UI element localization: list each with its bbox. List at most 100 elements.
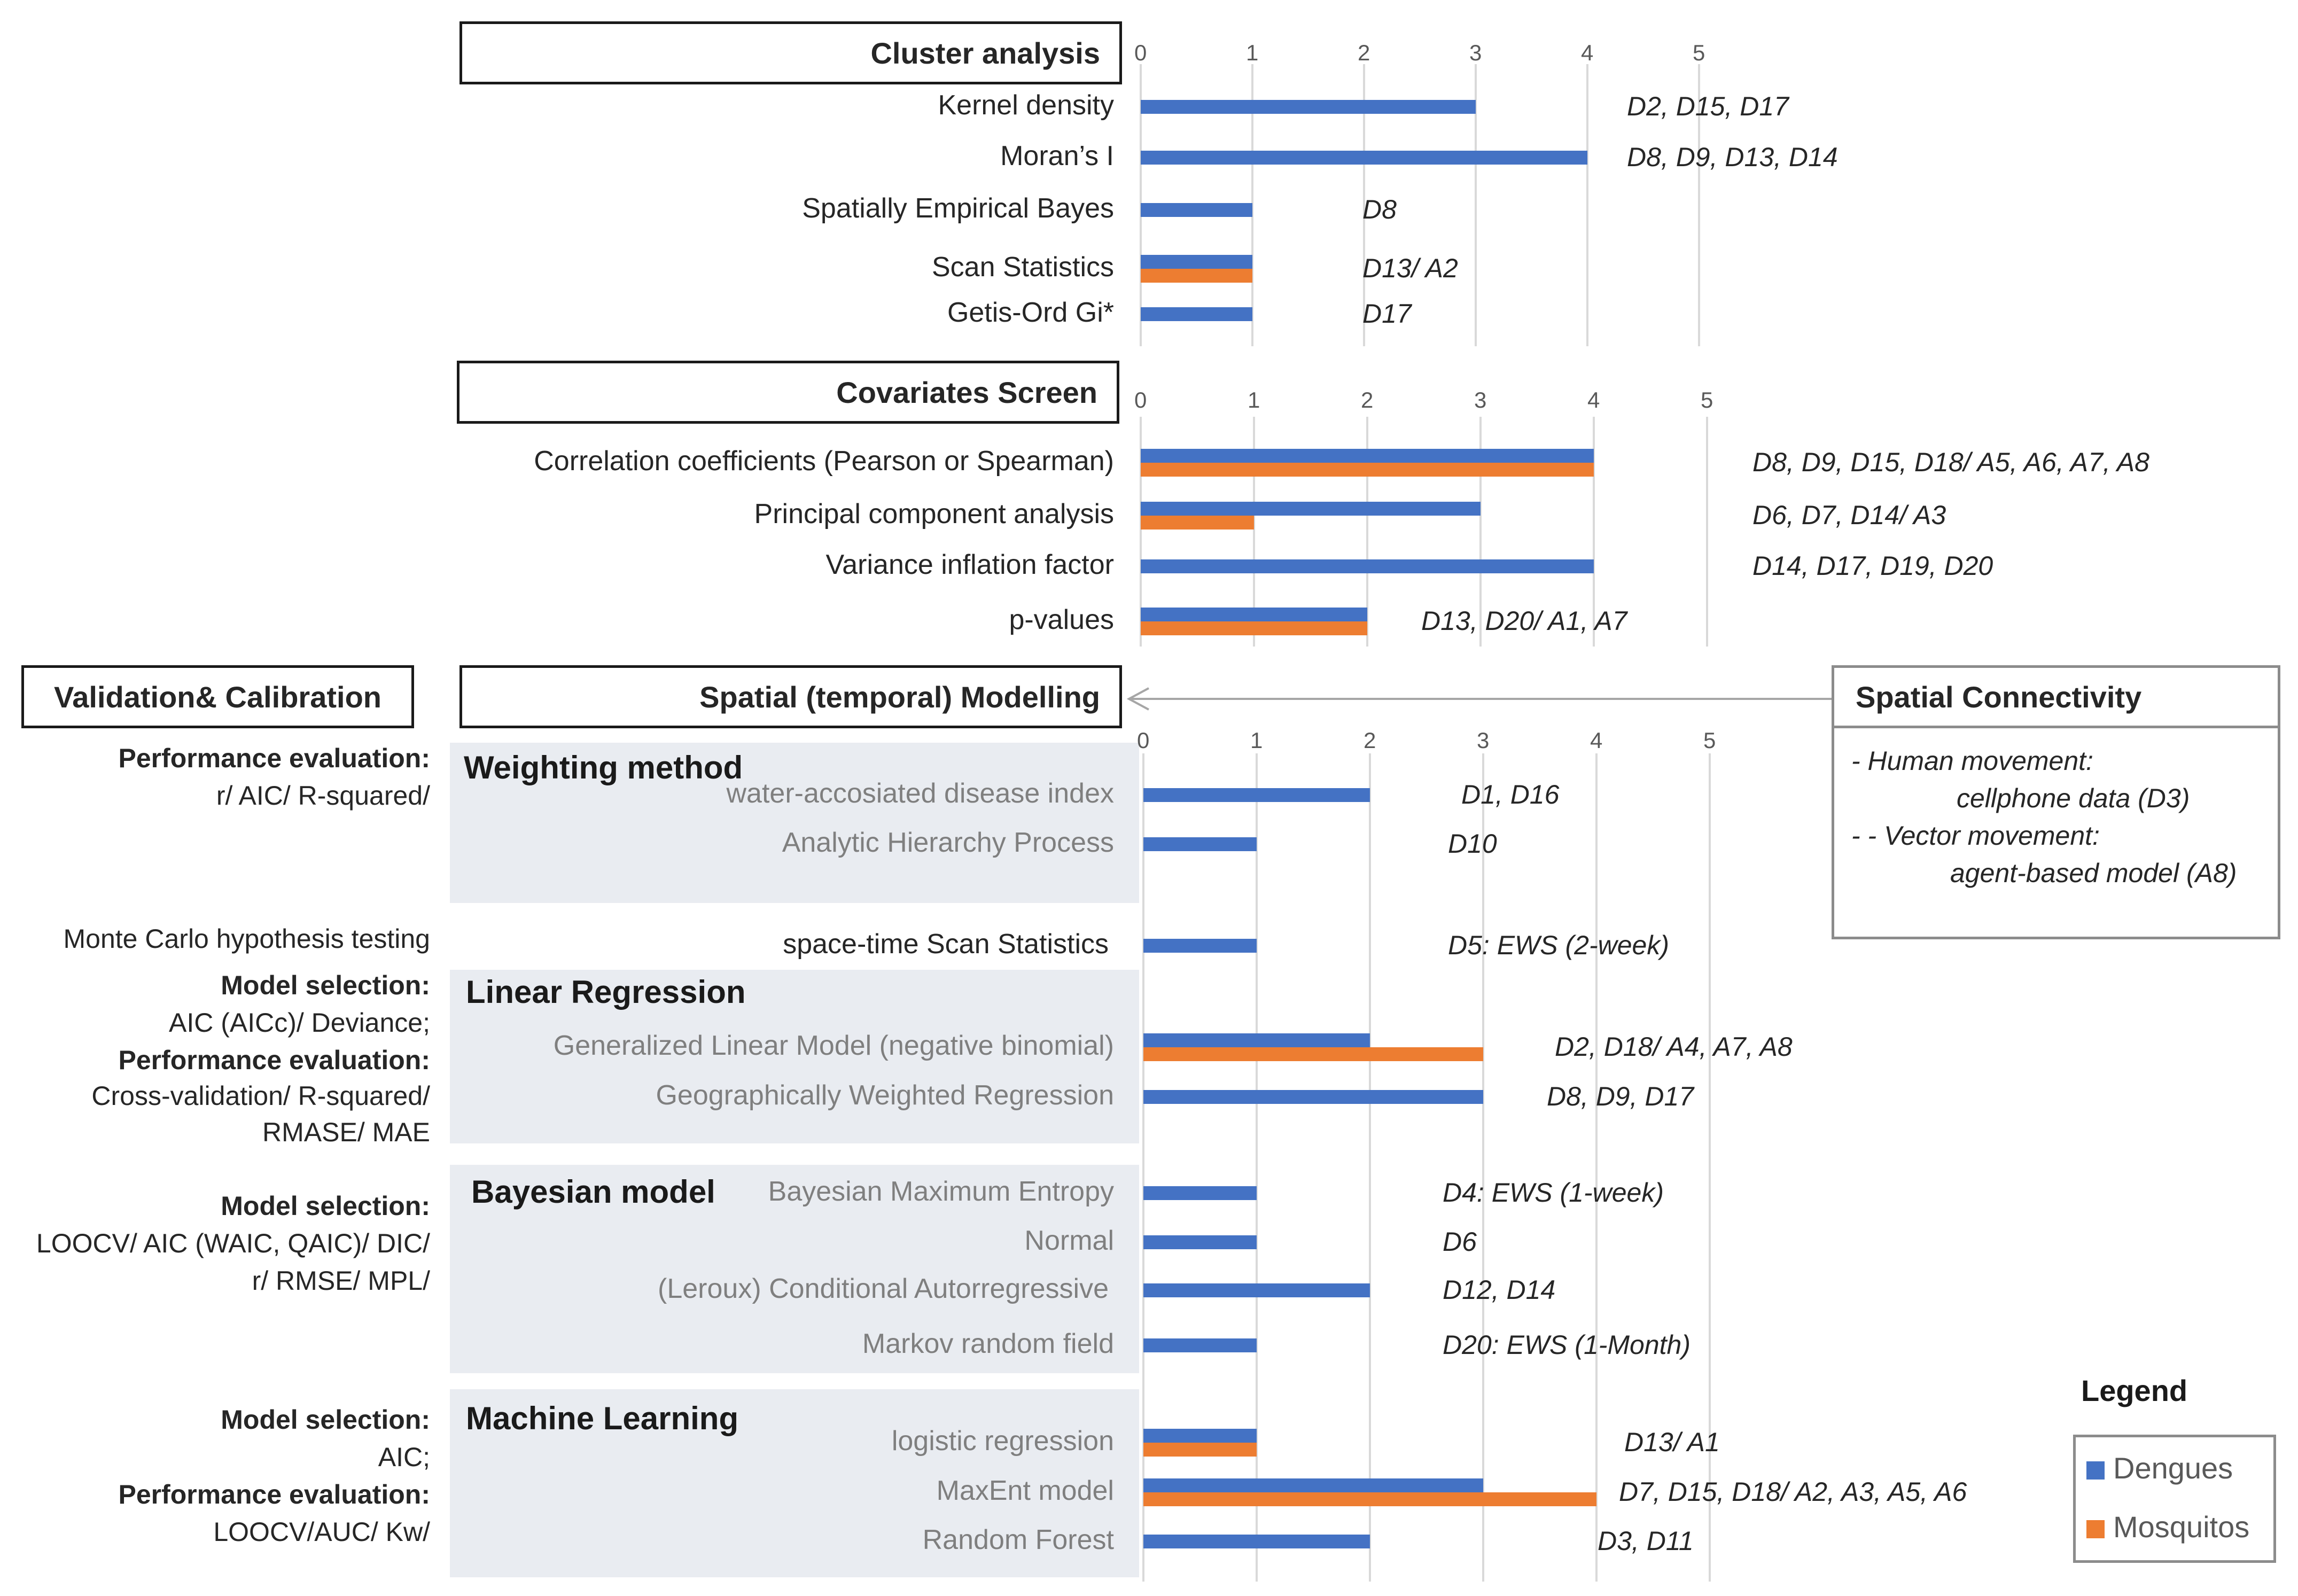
category-label-0-3: Scan Statistics — [931, 252, 1114, 283]
legend-title: Legend — [2081, 1374, 2188, 1407]
linear-panel — [450, 970, 1139, 1143]
tick-label-2-4: 4 — [1590, 728, 1603, 753]
annotation-2-2: D5: EWS (2-week) — [1448, 930, 1669, 960]
annotation-1-1: D6, D7, D14/ A3 — [1752, 500, 1946, 530]
annotation-2-1: D10 — [1448, 829, 1497, 859]
annotation-2-11: D3, D11 — [1598, 1526, 1694, 1556]
spatial-connectivity-panel — [1832, 726, 2280, 939]
note-linear-3: Performance evaluation: — [118, 1045, 430, 1075]
connectivity-line-2: cellphone data (D3) — [1957, 783, 2190, 813]
tick-label-1-5: 5 — [1701, 387, 1713, 412]
bar-dengue-2-8 — [1143, 1338, 1257, 1352]
category-label-0-2: Spatially Empirical Bayes — [802, 193, 1114, 224]
note-ml-4: LOOCV/AUC/ Kw/ — [213, 1517, 430, 1547]
note-ml-2: AIC; — [378, 1442, 430, 1472]
ml-panel — [450, 1389, 1139, 1577]
annotation-0-4: D17 — [1362, 299, 1412, 329]
spatial-modelling-title: Spatial (temporal) Modelling — [459, 665, 1122, 728]
note-bayes-1: Model selection: — [221, 1191, 430, 1221]
category-label-2-8: Markov random field — [862, 1328, 1114, 1359]
note-bayes-2: LOOCV/ AIC (WAIC, QAIC)/ DIC/ — [36, 1228, 430, 1258]
annotation-0-0: D2, D15, D17 — [1627, 91, 1789, 121]
bayesian-panel — [450, 1165, 1139, 1373]
note-linear-2: AIC (AICc)/ Deviance; — [168, 1008, 430, 1038]
bar-mosquito-2-3 — [1143, 1047, 1483, 1061]
category-label-1-3: p-values — [1009, 604, 1114, 635]
group-title-linear: Linear Regression — [466, 974, 746, 1010]
note-linear-1: Model selection: — [221, 970, 430, 1000]
bar-dengue-2-1 — [1143, 837, 1257, 851]
tick-label-1-3: 3 — [1474, 387, 1487, 412]
bar-dengue-0-3 — [1141, 255, 1252, 269]
annotation-2-3: D2, D18/ A4, A7, A8 — [1555, 1032, 1793, 1062]
note-ml-1: Model selection: — [221, 1405, 430, 1435]
legend-box — [2073, 1435, 2276, 1563]
category-label-0-4: Getis-Ord Gi* — [947, 297, 1114, 328]
tick-label-0-2: 2 — [1358, 40, 1370, 65]
annotation-1-2: D14, D17, D19, D20 — [1752, 551, 1993, 581]
category-label-2-2: space-time Scan Statistics — [783, 929, 1109, 960]
bar-dengue-0-1 — [1141, 151, 1587, 165]
category-label-2-5: Bayesian Maximum Entropy — [768, 1176, 1114, 1207]
category-label-2-7: (Leroux) Conditional Autorregressive — [658, 1273, 1109, 1304]
tick-label-2-2: 2 — [1364, 728, 1376, 753]
category-label-1-1: Principal component analysis — [754, 499, 1114, 530]
category-label-2-0: water-accosiated disease index — [726, 778, 1114, 809]
category-label-1-0: Correlation coefficients (Pearson or Spe… — [534, 446, 1114, 477]
group-title-weighting: Weighting method — [464, 750, 743, 785]
bar-mosquito-1-1 — [1141, 516, 1254, 530]
bar-dengue-1-1 — [1141, 502, 1481, 516]
annotation-0-2: D8 — [1362, 194, 1397, 224]
bar-dengue-2-4 — [1143, 1090, 1483, 1104]
bar-dengue-1-0 — [1141, 449, 1594, 463]
group-title-bayesian: Bayesian model — [471, 1174, 715, 1210]
bar-mosquito-2-9 — [1143, 1443, 1257, 1457]
covariates-screen-title: Covariates Screen — [457, 361, 1119, 424]
category-label-2-11: Random Forest — [922, 1524, 1114, 1555]
connectivity-line-1: - Human movement: — [1851, 746, 2093, 776]
tick-label-2-1: 1 — [1250, 728, 1263, 753]
bar-mosquito-1-3 — [1141, 621, 1367, 635]
annotation-2-6: D6 — [1443, 1227, 1477, 1257]
bar-dengue-0-2 — [1141, 203, 1252, 217]
bar-dengue-2-3 — [1143, 1033, 1370, 1047]
tick-label-0-1: 1 — [1246, 40, 1259, 65]
legend-label-dengues: Dengues — [2113, 1451, 2233, 1485]
connectivity-arrow-head — [1126, 687, 1149, 711]
bar-dengue-2-6 — [1143, 1235, 1257, 1249]
note-ml-3: Performance evaluation: — [118, 1480, 430, 1509]
category-label-1-2: Variance inflation factor — [825, 549, 1114, 580]
bar-mosquito-2-10 — [1143, 1492, 1596, 1506]
category-label-2-9: logistic regression — [891, 1426, 1114, 1457]
annotation-2-8: D20: EWS (1-Month) — [1443, 1330, 1691, 1360]
category-label-2-1: Analytic Hierarchy Process — [782, 827, 1114, 858]
bar-dengue-1-2 — [1141, 559, 1594, 573]
legend-swatch-mosquitos — [2086, 1520, 2105, 1538]
tick-label-1-0: 0 — [1134, 387, 1147, 412]
bar-mosquito-0-3 — [1141, 269, 1252, 283]
annotation-1-0: D8, D9, D15, D18/ A5, A6, A7, A8 — [1752, 447, 2149, 477]
bar-dengue-2-9 — [1143, 1429, 1257, 1443]
legend-swatch-dengues — [2086, 1461, 2105, 1480]
note-monte-carlo: Monte Carlo hypothesis testing — [63, 924, 430, 954]
annotation-1-3: D13, D20/ A1, A7 — [1421, 606, 1627, 636]
bar-dengue-2-7 — [1143, 1283, 1370, 1297]
bar-dengue-2-0 — [1143, 788, 1370, 802]
note-linear-5: RMASE/ MAE — [262, 1117, 430, 1147]
tick-label-1-1: 1 — [1248, 387, 1260, 412]
category-label-2-4: Geographically Weighted Regression — [656, 1080, 1114, 1111]
annotation-0-3: D13/ A2 — [1362, 253, 1458, 283]
cluster-analysis-title: Cluster analysis — [459, 21, 1122, 84]
tick-label-0-0: 0 — [1134, 40, 1147, 65]
tick-label-1-4: 4 — [1587, 387, 1600, 412]
bar-dengue-2-2 — [1143, 939, 1257, 953]
category-label-0-0: Kernel density — [938, 90, 1114, 121]
weighting-panel — [450, 743, 1139, 903]
bar-dengue-2-5 — [1143, 1186, 1257, 1200]
note-bayes-3: r/ RMSE/ MPL/ — [252, 1266, 430, 1296]
tick-label-2-5: 5 — [1703, 728, 1716, 753]
tick-label-2-0: 0 — [1137, 728, 1150, 753]
annotation-2-7: D12, D14 — [1443, 1275, 1556, 1305]
annotation-2-5: D4: EWS (1-week) — [1443, 1178, 1664, 1208]
